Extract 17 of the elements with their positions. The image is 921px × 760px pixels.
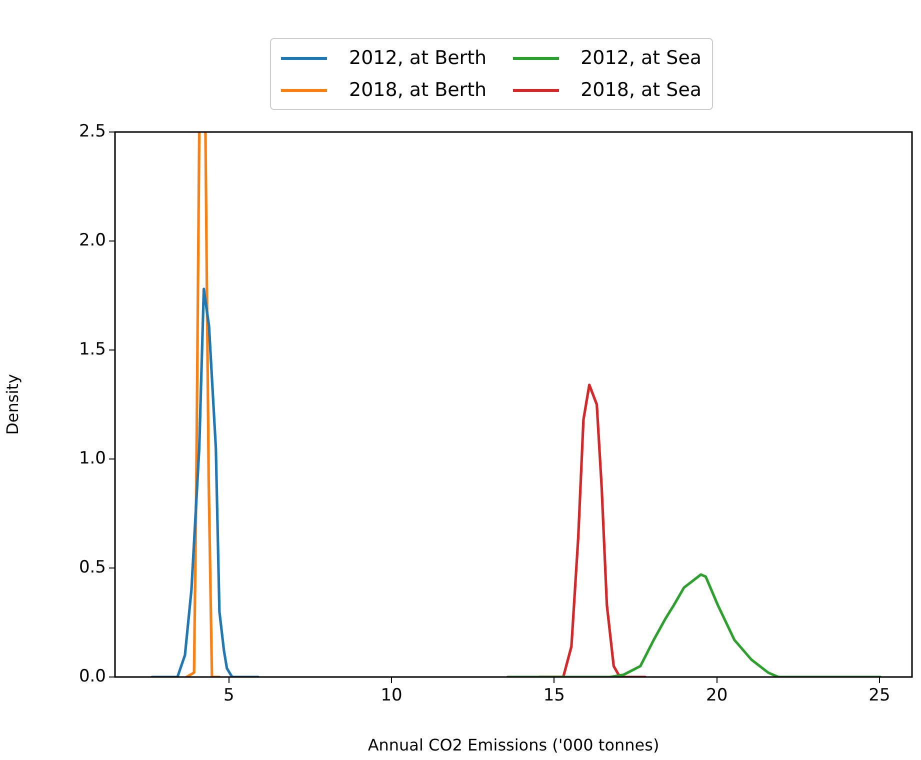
y-tick-label: 1.0 [78, 448, 106, 468]
y-tick-label: 0.5 [78, 557, 106, 578]
y-tick-label: 2.0 [78, 230, 106, 250]
legend-label: 2018, at Sea [580, 79, 702, 101]
x-tick-label: 10 [380, 686, 402, 706]
y-tick-label: 2.5 [78, 121, 106, 142]
y-axis-title: Density [2, 374, 22, 435]
x-tick-label: 15 [543, 686, 565, 706]
legend-label: 2012, at Sea [580, 47, 702, 69]
x-tick-label: 25 [868, 686, 890, 706]
x-axis-title: Annual CO2 Emissions ('000 tonnes) [368, 736, 660, 755]
legend-label: 2012, at Berth [349, 47, 487, 69]
y-tick-label: 0.0 [78, 666, 106, 686]
x-tick-label: 20 [706, 686, 728, 706]
x-tick-label: 5 [223, 686, 234, 706]
y-tick-label: 1.5 [78, 339, 106, 360]
legend-label: 2018, at Berth [349, 79, 487, 101]
